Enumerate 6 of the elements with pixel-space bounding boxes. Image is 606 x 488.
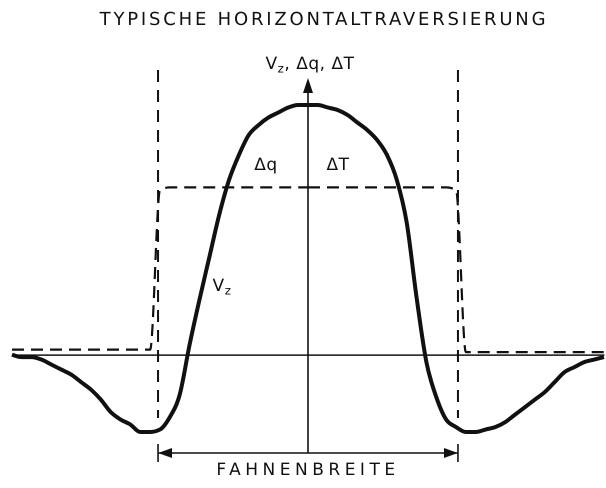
chart-title: TYPISCHE HORIZONTALTRAVERSIERUNG	[100, 9, 548, 30]
text: FAHNENBREITE	[216, 460, 400, 480]
series-label: Δq	[254, 155, 278, 175]
series-label: V$_{z}$	[212, 276, 232, 298]
y-axis-title: V$_{z}$, Δq, ΔT	[266, 54, 354, 76]
series-label: ΔT	[326, 155, 350, 175]
